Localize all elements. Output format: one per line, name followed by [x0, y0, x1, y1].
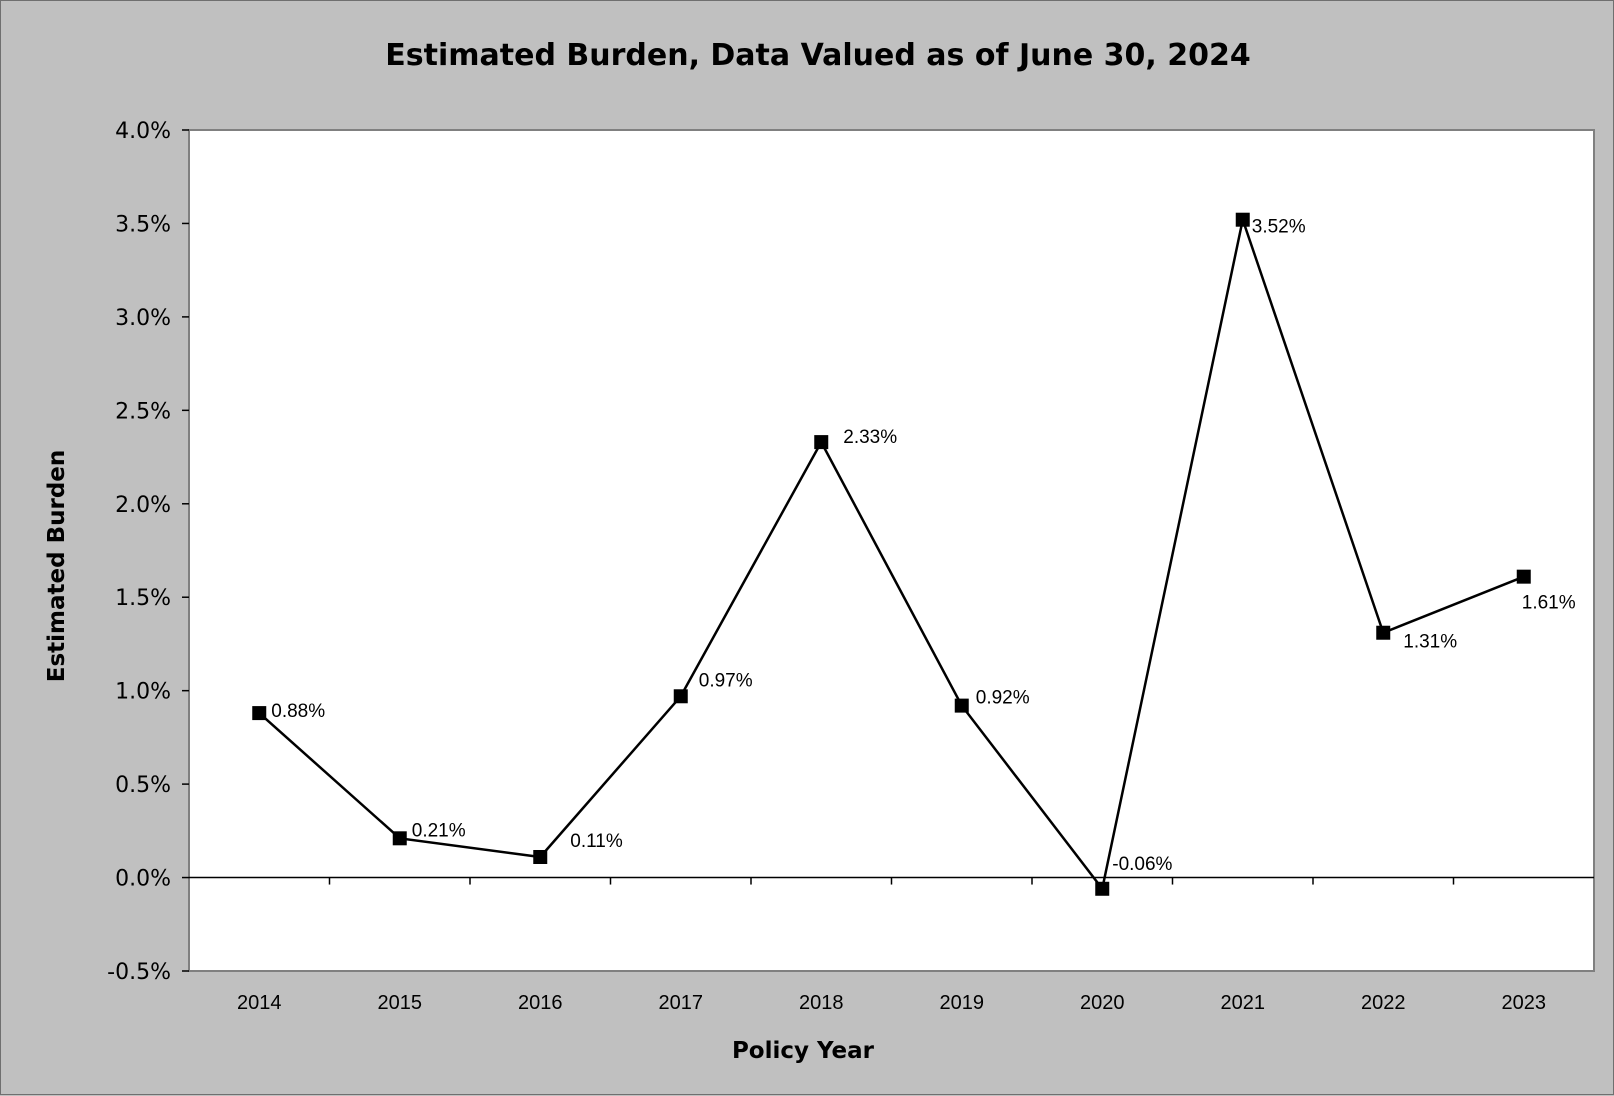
y-tick-label: 0.0%: [115, 867, 171, 892]
series-line: [258, 214, 1525, 892]
x-tick-label: 2021: [1221, 992, 1266, 1014]
x-tick-label: 2020: [1080, 992, 1125, 1014]
y-tick-label: 2.0%: [115, 493, 171, 518]
data-label: 1.61%: [1522, 593, 1576, 614]
data-label: -0.06%: [1112, 854, 1172, 875]
x-tick-label: 2016: [518, 992, 563, 1014]
data-label: 0.92%: [976, 688, 1030, 709]
y-tick-label: 3.0%: [115, 306, 171, 331]
data-point-marker: [1516, 569, 1531, 584]
data-label: 1.31%: [1403, 632, 1457, 653]
plot-area: [188, 129, 1595, 972]
y-tick-label: 4.0%: [115, 119, 171, 144]
y-tick-label: -0.5%: [107, 960, 171, 985]
x-tick-label: 2015: [378, 992, 423, 1014]
data-label: 0.21%: [412, 820, 466, 841]
chart-title: Estimated Burden, Data Valued as of June…: [385, 38, 1250, 73]
y-tick-label: 0.5%: [115, 773, 171, 798]
x-tick-label: 2018: [799, 992, 844, 1014]
data-label: 0.88%: [271, 701, 325, 722]
data-point-marker: [533, 849, 548, 864]
y-tick-label: 3.5%: [115, 212, 171, 237]
data-point-marker: [954, 698, 969, 713]
data-point-marker: [252, 706, 267, 721]
data-label: 0.97%: [699, 670, 753, 691]
y-axis: 4.0% 3.5% 3.0% 2.5% 2.0% 1.5% 1.0% 0.5% 0.0% -0.5…: [107, 119, 189, 985]
y-tick-label: 2.5%: [115, 399, 171, 424]
y-tick-label: 1.5%: [115, 586, 171, 611]
data-label: 3.52%: [1252, 217, 1306, 238]
x-tick-label: 2023: [1502, 992, 1547, 1014]
data-point-marker: [1376, 625, 1391, 640]
data-point-marker: [1095, 881, 1110, 896]
y-axis-title: Estimated Burden: [44, 450, 70, 683]
x-tick-label: 2022: [1361, 992, 1406, 1014]
data-point-marker: [1235, 212, 1250, 227]
data-label: 2.33%: [843, 427, 897, 448]
series-layer: 0.88% 0.21% 0.11% 0.97% 2.33% 0.92% -0.06% 3.52…: [252, 212, 1576, 896]
data-point-marker: [673, 689, 688, 704]
x-tick-label: 2014: [237, 992, 282, 1014]
x-axis: 2014 2015 2016 2017 2018 2019 2020 2021 2022 2023: [189, 876, 1594, 1014]
data-point-marker: [814, 435, 829, 450]
data-point-marker: [392, 831, 407, 846]
x-tick-label: 2019: [940, 992, 985, 1014]
data-label: 0.11%: [570, 831, 623, 852]
x-axis-title: Policy Year: [732, 1038, 875, 1064]
x-tick-label: 2017: [659, 992, 704, 1014]
y-tick-label: 1.0%: [115, 680, 171, 705]
